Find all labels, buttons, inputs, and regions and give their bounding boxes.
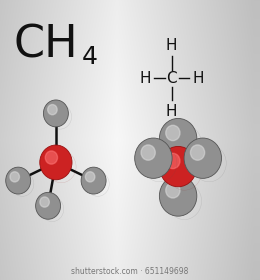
- Circle shape: [43, 100, 68, 127]
- Text: C: C: [166, 71, 177, 86]
- Circle shape: [10, 172, 20, 182]
- Circle shape: [40, 145, 72, 180]
- Text: H: H: [166, 38, 177, 53]
- Circle shape: [166, 125, 180, 141]
- Circle shape: [135, 138, 172, 178]
- Circle shape: [36, 192, 61, 219]
- Circle shape: [81, 167, 106, 194]
- Text: H: H: [139, 71, 151, 86]
- Circle shape: [141, 145, 155, 160]
- Circle shape: [159, 146, 197, 187]
- Circle shape: [184, 138, 222, 178]
- Circle shape: [166, 153, 180, 169]
- Circle shape: [159, 118, 197, 159]
- Circle shape: [85, 172, 95, 182]
- Text: shutterstock.com · 651149698: shutterstock.com · 651149698: [71, 267, 189, 276]
- Circle shape: [45, 151, 57, 164]
- Text: H: H: [192, 71, 204, 86]
- Circle shape: [166, 183, 180, 198]
- Text: H: H: [166, 104, 177, 119]
- Circle shape: [190, 145, 205, 160]
- Circle shape: [40, 197, 49, 207]
- Text: CH: CH: [13, 23, 78, 66]
- Circle shape: [6, 167, 31, 194]
- Text: 4: 4: [82, 45, 98, 69]
- Circle shape: [48, 104, 57, 115]
- Circle shape: [159, 176, 197, 216]
